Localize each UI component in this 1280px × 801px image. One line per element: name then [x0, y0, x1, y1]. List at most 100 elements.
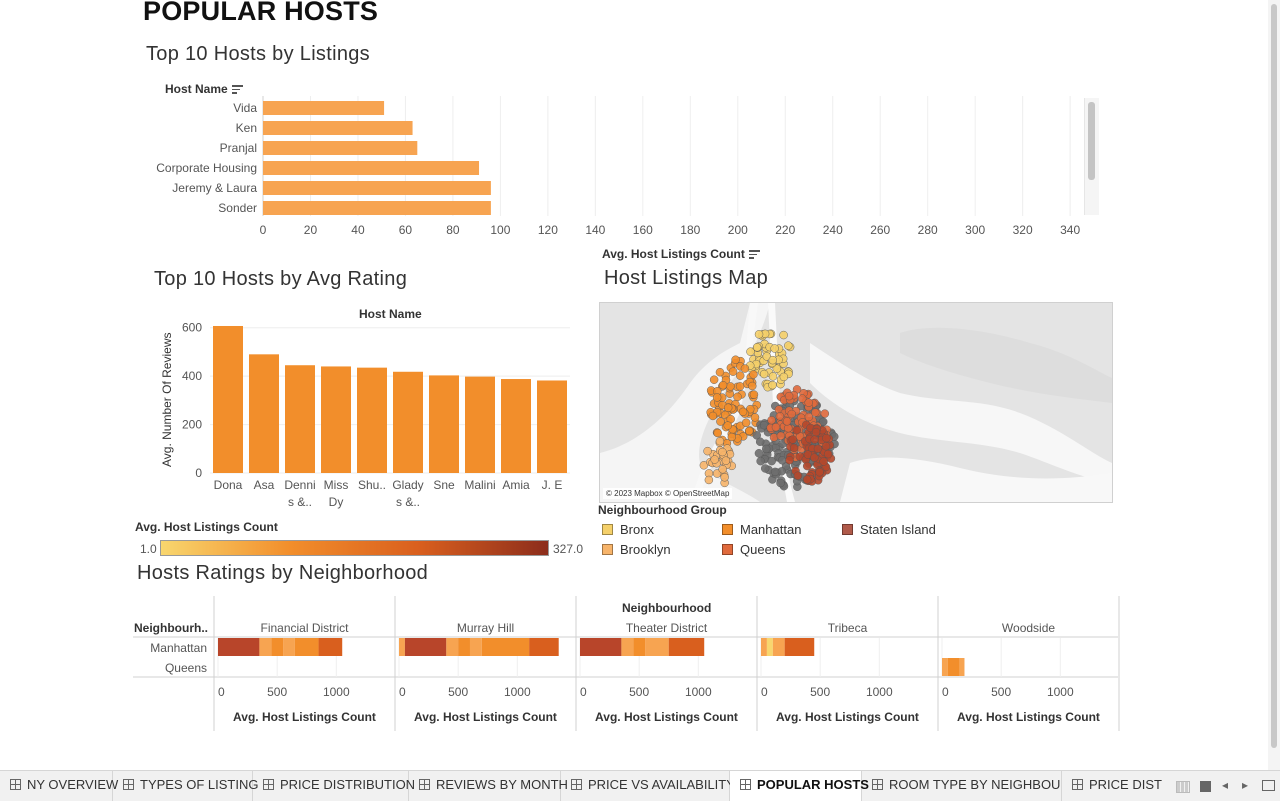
bar-dona — [213, 325, 243, 473]
x-tick-label: 0 — [580, 685, 587, 699]
x-tick-label: 160 — [633, 223, 653, 237]
x-tick-label: 40 — [351, 223, 365, 237]
heatmap-column-header: Neighbourhood — [622, 601, 712, 615]
map-canvas[interactable] — [600, 303, 1112, 502]
legend-label: Brooklyn — [620, 542, 671, 557]
host-name-label: Ken — [236, 121, 257, 135]
label-line: s &.. — [396, 495, 420, 509]
tab-reviews-by-month[interactable]: REVIEWS BY MONTH — [409, 771, 568, 801]
x-tick-label: 0 — [761, 685, 768, 699]
tab-types-of-listing[interactable]: TYPES OF LISTING — [113, 771, 258, 801]
map-point-queens — [815, 467, 824, 477]
heat-cell — [218, 638, 260, 656]
tab-price-distr[interactable]: PRICE DISTR — [1062, 771, 1162, 801]
map-point-queens — [767, 415, 776, 425]
x-tick-label: 1000 — [1047, 685, 1074, 699]
map-point-manhattan — [708, 411, 718, 421]
heat-cell — [947, 658, 960, 676]
scroll-right-icon[interactable]: ▸ — [1242, 778, 1249, 792]
host-name-label: Pranjal — [220, 141, 257, 155]
heat-cell — [481, 638, 530, 656]
x-tick-label: 500 — [267, 685, 287, 699]
legend-swatch — [722, 524, 733, 535]
x-tick-label: 500 — [810, 685, 830, 699]
top-listings-row-header[interactable]: Host Name — [165, 82, 243, 96]
map-point-manhattan — [709, 375, 719, 384]
legend-item-manhattan[interactable]: Manhattan — [722, 522, 801, 537]
panel-header: Theater District — [626, 621, 708, 635]
map-point-queens — [785, 455, 794, 465]
panel-header: Murray Hill — [457, 621, 514, 635]
panel-axis-title: Avg. Host Listings Count — [957, 710, 1100, 724]
x-tick-label: 0 — [218, 685, 225, 699]
map-point-queens — [788, 435, 798, 444]
bar-ken — [263, 121, 413, 135]
scroll-left-icon[interactable]: ◂ — [1222, 778, 1229, 792]
tab-price-distribution[interactable]: PRICE DISTRIBUTION — [253, 771, 415, 801]
tab-ny-overview[interactable]: NY OVERVIEW — [0, 771, 118, 801]
sheet-grid-icon — [1072, 779, 1083, 790]
sheet-grid-icon — [10, 779, 21, 790]
y-tick-label: 200 — [182, 418, 202, 432]
map-point-brooklyn — [756, 456, 765, 466]
avg-rating-chart: 0 200 400 600 Dona Asa Denni s &.. Miss Dy Shu.. Gl… — [182, 321, 570, 509]
bar-malini — [465, 376, 495, 473]
host-name-label: Glady s &.. — [392, 478, 423, 509]
map-point-queens — [793, 471, 803, 481]
map-point-bronx — [768, 372, 778, 381]
map-point-bronx — [768, 380, 777, 390]
map-attribution[interactable]: © 2023 Mapbox © OpenStreetMap — [603, 488, 733, 499]
map-point-queens — [820, 409, 830, 418]
chart-scrollbar[interactable] — [1084, 98, 1099, 215]
map-point-brooklyn — [767, 456, 776, 466]
heat-cell — [294, 638, 319, 656]
host-name-label: Vida — [233, 101, 257, 115]
map-point-queens — [822, 433, 831, 443]
tab-popular-hosts[interactable]: POPULAR HOSTS — [730, 771, 869, 801]
legend-swatch — [722, 544, 733, 555]
row-header-label: Host Name — [165, 82, 228, 96]
map-point-brooklyn — [720, 473, 729, 482]
heat-cell — [772, 638, 785, 656]
page-scrollbar-thumb[interactable] — [1271, 4, 1277, 748]
map-point-bronx — [770, 344, 779, 353]
host-listings-map[interactable]: © 2023 Mapbox © OpenStreetMap — [599, 302, 1113, 503]
label-line: Denni — [284, 478, 315, 492]
film-strip-icon[interactable] — [1176, 781, 1190, 793]
top-listings-x-axis-title[interactable]: Avg. Host Listings Count — [602, 247, 760, 261]
heatmap-chart: Financial District 0 500 1000 Avg. Host List… — [133, 596, 1120, 731]
tab-price-vs-availability[interactable]: PRICE VS AVAILABILITY — [561, 771, 735, 801]
x-tick-label: 1000 — [685, 685, 712, 699]
map-title: Host Listings Map — [604, 267, 769, 289]
map-point-brooklyn — [754, 449, 764, 458]
x-tick-label: 100 — [490, 223, 510, 237]
legend-item-staten-island[interactable]: Staten Island — [842, 522, 936, 537]
x-axis-title-label: Avg. Host Listings Count — [602, 247, 745, 261]
tab-room-type-by-neighbourhood[interactable]: ROOM TYPE BY NEIGHBOUR... — [862, 771, 1062, 801]
map-point-manhattan — [731, 355, 740, 364]
map-point-manhattan — [735, 371, 745, 380]
sort-icon[interactable] — [748, 250, 760, 259]
x-tick-label: 500 — [629, 685, 649, 699]
x-tick-label: 240 — [823, 223, 843, 237]
present-mode-icon[interactable] — [1262, 780, 1275, 791]
heat-cell — [404, 638, 447, 656]
legend-item-queens[interactable]: Queens — [722, 542, 786, 557]
sort-icon[interactable] — [231, 85, 243, 94]
legend-item-brooklyn[interactable]: Brooklyn — [602, 542, 671, 557]
sheet-grid-icon — [263, 779, 274, 790]
map-point-queens — [784, 391, 794, 401]
map-point-queens — [771, 422, 781, 432]
map-point-queens — [813, 444, 823, 454]
legend-item-bronx[interactable]: Bronx — [602, 522, 654, 537]
page-scrollbar[interactable] — [1268, 0, 1280, 770]
map-point-queens — [775, 412, 785, 421]
map-point-manhattan — [749, 370, 758, 379]
chart-scrollbar-thumb[interactable] — [1088, 102, 1095, 180]
map-point-manhattan — [733, 392, 742, 402]
x-tick-label: 0 — [399, 685, 406, 699]
grid-view-icon[interactable] — [1200, 781, 1211, 792]
map-point-brooklyn — [718, 447, 727, 457]
panel-axis-title: Avg. Host Listings Count — [233, 710, 376, 724]
bar-vida — [263, 101, 385, 115]
